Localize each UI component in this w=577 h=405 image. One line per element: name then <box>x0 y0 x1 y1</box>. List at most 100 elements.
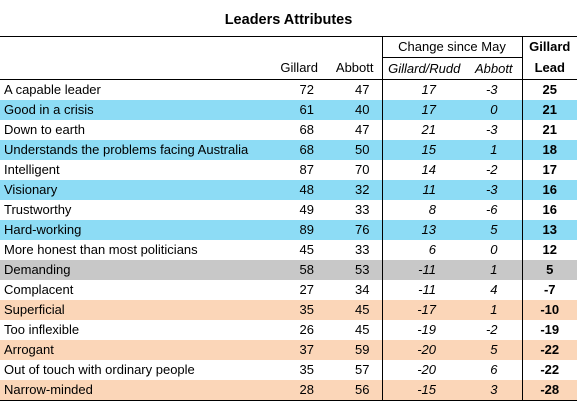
gillard-value: 35 <box>299 302 314 317</box>
abbott-value: 53 <box>355 262 370 277</box>
row-label: Superficial <box>4 302 65 317</box>
row-label: Trustworthy <box>4 202 72 217</box>
change-abbott-value: 0 <box>490 242 498 257</box>
change-abbott-header: Abbott <box>466 57 522 80</box>
table-row: Visionary 48 32 11 -3 16 <box>0 180 577 200</box>
row-label: Visionary <box>4 182 58 197</box>
change-abbott-value: 5 <box>490 342 498 357</box>
gillard-lead-value: 25 <box>521 79 577 100</box>
abbott-value: 45 <box>355 302 370 317</box>
gillard-lead-value: -28 <box>521 380 577 401</box>
table-row: Too inflexible 26 45 -19 -2 -19 <box>0 320 577 340</box>
change-abbott-value: 0 <box>490 102 498 117</box>
table-row: Narrow-minded 28 56 -15 3 -28 <box>0 380 577 401</box>
change-gillard-rudd-value: 11 <box>381 180 466 200</box>
change-gillard-rudd-value: 21 <box>381 120 466 140</box>
gillard-lead-value: 5 <box>521 260 577 280</box>
row-label: A capable leader <box>4 82 101 97</box>
abbott-value: 59 <box>355 342 370 357</box>
gillard-lead-header-line1: Gillard <box>521 36 577 58</box>
gillard-value: 68 <box>299 142 314 157</box>
gillard-value: 35 <box>299 362 314 377</box>
gillard-lead-value: -19 <box>521 320 577 340</box>
abbott-value: 33 <box>355 202 370 217</box>
gillard-value: 87 <box>299 162 314 177</box>
gillard-value: 49 <box>299 202 314 217</box>
gillard-value: 61 <box>299 102 314 117</box>
table-row: A capable leader 72 47 17 -3 25 <box>0 79 577 100</box>
table-row: Down to earth 68 47 21 -3 21 <box>0 120 577 140</box>
change-abbott-value: 5 <box>490 222 498 237</box>
abbott-value: 40 <box>355 102 370 117</box>
change-gillard-rudd-value: 17 <box>381 100 466 120</box>
gillard-value: 48 <box>299 182 314 197</box>
change-gillard-rudd-value: -20 <box>381 360 466 380</box>
gillard-value: 58 <box>299 262 314 277</box>
table-row: Superficial 35 45 -17 1 -10 <box>0 300 577 320</box>
row-label: More honest than most politicians <box>4 242 198 257</box>
change-abbott-value: -6 <box>485 202 498 217</box>
gillard-value: 72 <box>299 82 314 97</box>
table-row: Out of touch with ordinary people 35 57 -20… <box>0 360 577 380</box>
row-label: Demanding <box>4 262 71 277</box>
change-gillard-rudd-value: 6 <box>381 240 466 260</box>
table-title: Leaders Attributes <box>224 12 353 28</box>
header-row-2: Gillard Abbott Gillard/Rudd Abbott Lead <box>0 57 577 80</box>
table-row: Understands the problems facing Australi… <box>0 140 577 160</box>
change-abbott-value: 1 <box>490 142 498 157</box>
gillard-lead-value: 13 <box>521 220 577 240</box>
change-gillard-rudd-header: Gillard/Rudd <box>381 57 466 80</box>
gillard-value: 89 <box>299 222 314 237</box>
table-row: Arrogant 37 59 -20 5 -22 <box>0 340 577 360</box>
row-label: Down to earth <box>4 122 85 137</box>
change-abbott-value: -3 <box>485 122 498 137</box>
leaders-attributes-table: Change since May Gillard Gillard Abbott … <box>0 36 577 401</box>
row-label: Good in a crisis <box>4 102 94 117</box>
row-label: Complacent <box>4 282 74 297</box>
gillard-lead-value: 16 <box>521 180 577 200</box>
abbott-value: 33 <box>355 242 370 257</box>
table-row: Complacent 27 34 -11 4 -7 <box>0 280 577 300</box>
change-gillard-rudd-value: 14 <box>381 160 466 180</box>
change-abbott-value: 1 <box>490 262 498 277</box>
abbott-column-header: Abbott <box>326 57 382 80</box>
gillard-value: 37 <box>299 342 314 357</box>
change-since-may-header: Change since May <box>381 36 522 58</box>
row-label: Hard-working <box>4 222 82 237</box>
change-gillard-rudd-value: 15 <box>381 140 466 160</box>
gillard-value: 26 <box>299 322 314 337</box>
table-row: Trustworthy 49 33 8 -6 16 <box>0 200 577 220</box>
change-gillard-rudd-value: 17 <box>381 79 466 100</box>
gillard-lead-value: 21 <box>521 120 577 140</box>
abbott-value: 32 <box>355 182 370 197</box>
change-gillard-rudd-value: -15 <box>381 380 466 401</box>
abbott-value: 50 <box>355 142 370 157</box>
header-blank <box>0 57 270 80</box>
gillard-lead-value: -22 <box>521 360 577 380</box>
change-abbott-value: -2 <box>485 322 498 337</box>
gillard-lead-header-line2: Lead <box>521 57 577 80</box>
table-body: A capable leader 72 47 17 -3 25 Good in a cris… <box>0 79 577 401</box>
table-row: Intelligent 87 70 14 -2 17 <box>0 160 577 180</box>
table-row: Good in a crisis 61 40 17 0 21 <box>0 100 577 120</box>
gillard-lead-value: 16 <box>521 200 577 220</box>
change-abbott-value: -3 <box>485 82 498 97</box>
gillard-value: 45 <box>299 242 314 257</box>
change-gillard-rudd-value: 8 <box>381 200 466 220</box>
change-gillard-rudd-value: -20 <box>381 340 466 360</box>
gillard-value: 28 <box>270 380 326 401</box>
gillard-lead-value: 18 <box>521 140 577 160</box>
gillard-value: 27 <box>299 282 314 297</box>
header-row-1: Change since May Gillard <box>0 36 577 58</box>
change-abbott-value: -3 <box>485 182 498 197</box>
gillard-lead-value: -22 <box>521 340 577 360</box>
table-row: Hard-working 89 76 13 5 13 <box>0 220 577 240</box>
abbott-value: 70 <box>355 162 370 177</box>
abbott-value: 57 <box>355 362 370 377</box>
gillard-lead-value: -10 <box>521 300 577 320</box>
row-label: Out of touch with ordinary people <box>4 362 195 377</box>
gillard-lead-value: -7 <box>521 280 577 300</box>
table-row: More honest than most politicians 45 33 6 0 1… <box>0 240 577 260</box>
header-blank <box>0 36 270 58</box>
abbott-value: 45 <box>355 322 370 337</box>
